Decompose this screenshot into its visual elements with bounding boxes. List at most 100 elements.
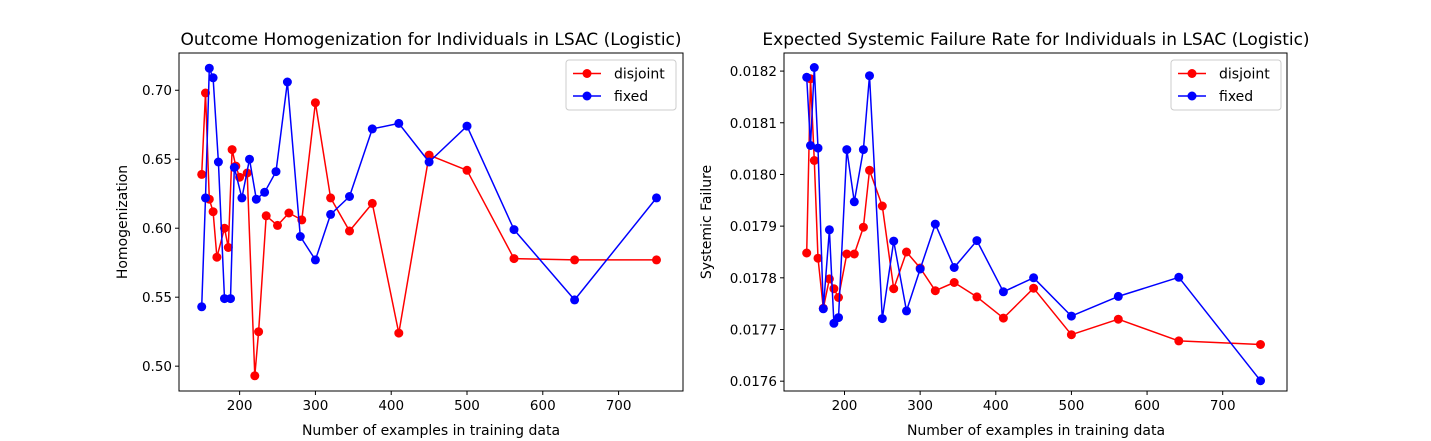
data-point-disjoint	[1066, 330, 1076, 340]
x-tick-label: 700	[1210, 398, 1236, 414]
data-point-disjoint	[227, 145, 237, 155]
x-tick-label: 200	[832, 398, 858, 414]
y-tick-label: 0.0176	[730, 374, 777, 390]
data-point-fixed	[424, 157, 434, 167]
x-tick-label: 600	[1134, 398, 1160, 414]
data-point-fixed	[889, 236, 899, 246]
data-point-disjoint	[254, 327, 264, 337]
x-axis-ticks: 200 300 400 500 600 700	[832, 391, 1236, 414]
data-point-fixed	[570, 295, 580, 305]
data-point-fixed	[998, 287, 1008, 297]
legend-label-fixed: fixed	[614, 89, 648, 105]
data-point-fixed	[204, 63, 214, 73]
data-point-fixed	[877, 314, 887, 324]
data-point-fixed	[652, 193, 661, 203]
data-point-fixed	[813, 143, 823, 153]
x-tick-label: 500	[454, 398, 480, 414]
data-point-fixed	[1066, 311, 1076, 321]
data-point-fixed	[1029, 273, 1039, 283]
data-point-disjoint	[208, 207, 218, 217]
data-point-disjoint	[930, 286, 940, 296]
data-point-disjoint	[201, 88, 210, 98]
series-layer	[802, 63, 1265, 386]
y-tick-label: 0.60	[142, 221, 172, 237]
data-point-fixed	[197, 302, 207, 312]
data-point-disjoint	[1029, 283, 1039, 293]
data-point-fixed	[842, 145, 852, 155]
x-tick-label: 500	[1059, 398, 1085, 414]
data-point-disjoint	[223, 243, 233, 252]
chart-title: Outcome Homogenization for Individuals i…	[180, 30, 681, 50]
legend-box	[1170, 59, 1282, 111]
data-point-fixed	[824, 225, 834, 235]
legend-label-disjoint: disjoint	[614, 67, 665, 83]
data-point-disjoint	[865, 165, 874, 175]
data-point-disjoint	[809, 156, 819, 165]
data-point-disjoint	[1174, 336, 1184, 346]
data-point-disjoint	[326, 193, 336, 203]
data-point-fixed	[462, 121, 472, 131]
data-point-disjoint	[310, 98, 320, 108]
plot-area-frame	[178, 52, 684, 392]
data-point-disjoint	[902, 247, 911, 257]
data-point-disjoint	[949, 278, 959, 287]
x-axis-label: Number of examples in training data	[907, 423, 1165, 439]
y-tick-label: 0.65	[142, 152, 172, 168]
y-tick-label: 0.0179	[730, 219, 777, 235]
data-point-disjoint	[394, 328, 404, 338]
data-point-fixed	[1256, 376, 1265, 386]
legend: disjoint fixed	[565, 59, 677, 111]
data-point-fixed	[326, 209, 336, 219]
data-point-fixed	[865, 71, 874, 81]
data-point-disjoint	[273, 220, 282, 230]
data-point-fixed	[849, 197, 859, 207]
data-point-fixed	[1174, 272, 1184, 282]
legend-marker-disjoint	[1187, 69, 1197, 78]
y-axis-label: Systemic Failure	[699, 165, 715, 279]
data-point-disjoint	[367, 198, 377, 208]
y-axis-ticks: 0.0176 0.0177 0.0178 0.0179 0.0180 0.0181 0.01…	[730, 64, 784, 390]
y-tick-label: 0.0180	[730, 167, 777, 183]
legend-label-disjoint: disjoint	[1219, 67, 1270, 83]
legend: disjoint fixed	[1170, 59, 1282, 111]
data-point-fixed	[809, 63, 819, 72]
legend-marker-fixed	[1187, 91, 1197, 101]
data-point-disjoint	[284, 208, 294, 218]
data-point-fixed	[1113, 291, 1123, 301]
y-tick-label: 0.0177	[730, 322, 777, 338]
x-tick-label: 300	[907, 398, 933, 414]
data-point-fixed	[282, 77, 292, 87]
x-tick-label: 200	[227, 398, 253, 414]
data-point-fixed	[949, 263, 959, 272]
legend-label-fixed: fixed	[1219, 89, 1253, 105]
data-point-fixed	[226, 294, 235, 304]
data-point-disjoint	[652, 255, 661, 265]
y-tick-label: 0.50	[142, 359, 172, 375]
data-point-disjoint	[858, 222, 868, 232]
legend-marker-disjoint	[582, 69, 592, 78]
data-point-fixed	[930, 219, 940, 229]
plot-area-frame	[783, 52, 1288, 392]
data-point-fixed	[251, 194, 261, 204]
chart-title: Expected Systemic Failure Rate for Indiv…	[762, 30, 1309, 50]
data-point-disjoint	[220, 223, 229, 233]
data-point-fixed	[972, 236, 982, 246]
data-point-disjoint	[813, 253, 823, 263]
y-axis-ticks: 0.50 0.55 0.60 0.65 0.70	[142, 83, 179, 375]
legend-marker-fixed	[582, 91, 592, 101]
data-point-disjoint	[345, 226, 354, 236]
data-point-fixed	[394, 118, 404, 128]
data-point-fixed	[271, 167, 281, 177]
x-tick-label: 400	[983, 398, 1009, 414]
x-axis-ticks: 200 300 400 500 600 700	[227, 391, 632, 414]
data-point-disjoint	[250, 371, 260, 381]
data-point-fixed	[201, 193, 210, 203]
y-tick-label: 0.0182	[730, 64, 777, 80]
data-point-fixed	[834, 313, 843, 323]
data-point-disjoint	[889, 284, 899, 294]
data-point-fixed	[915, 264, 925, 274]
systemic-failure-chart: Expected Systemic Failure Rate for Indiv…	[699, 30, 1310, 439]
x-tick-label: 700	[606, 398, 632, 414]
data-point-fixed	[806, 141, 815, 150]
